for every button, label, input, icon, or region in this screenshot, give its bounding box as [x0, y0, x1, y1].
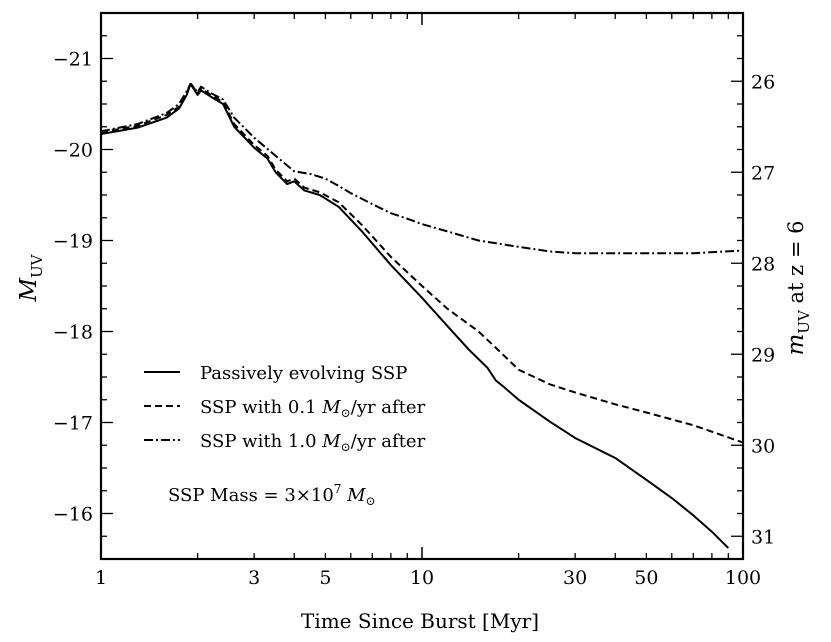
- y-axis-left-title: MUV: [16, 253, 46, 302]
- legend-label-dashed: SSP with 0.1 M⊙/yr after: [200, 397, 426, 420]
- legend: Passively evolving SSP SSP with 0.1 M⊙/y…: [144, 363, 426, 454]
- x-tick-label: 5: [319, 567, 331, 589]
- y-right-tick-label: 27: [751, 162, 775, 184]
- plot-frame: [99, 11, 745, 561]
- y-right-tick-label: 29: [751, 344, 775, 366]
- y-left-base: M: [16, 277, 42, 303]
- x-axis-title: Time Since Burst [Myr]: [301, 609, 539, 633]
- legend-label-dashdot: SSP with 1.0 M⊙/yr after: [200, 431, 426, 454]
- legend-dashed-post: /yr after: [351, 397, 426, 418]
- legend-dashed-sub: ⊙: [341, 406, 351, 420]
- y-right-tick-label: 30: [751, 435, 775, 457]
- x-tick-label: 100: [725, 567, 761, 589]
- legend-label-solid: Passively evolving SSP: [200, 363, 407, 384]
- y-left-tick-label: −16: [53, 504, 93, 526]
- annot-sup: 7: [334, 482, 342, 496]
- y-right-suffix-text: at z = 6: [784, 221, 808, 304]
- series-line-dashdot: [101, 82, 743, 255]
- legend-dashed-pre: SSP with 0.1: [200, 397, 322, 418]
- y-axis-right-title: mUV at z = 6: [783, 221, 813, 356]
- x-tick-label: 50: [634, 567, 658, 589]
- annot-sub: ⊙: [366, 494, 376, 508]
- y-right-sub: UV: [795, 309, 813, 334]
- y-left-tick-label: −19: [53, 231, 93, 253]
- series-layer: [101, 82, 743, 549]
- legend-dashdot-post: /yr after: [351, 431, 426, 452]
- y-right-base: m: [783, 334, 809, 356]
- y-right-tick-label: 31: [751, 526, 775, 548]
- y-left-tick-label: −20: [53, 140, 93, 162]
- legend-dashdot-mid: M: [321, 431, 341, 452]
- x-tick-label: 3: [248, 567, 260, 589]
- ssp-mass-annotation: SSP Mass = 3×107 M⊙: [168, 482, 376, 508]
- annot-pre: SSP Mass = 3×10: [168, 485, 334, 506]
- legend-dashdot-sub: ⊙: [341, 440, 351, 454]
- y-left-tick-label: −21: [53, 49, 93, 71]
- y-right-tick-label: 26: [751, 71, 775, 93]
- x-tick-label: 1: [95, 567, 107, 589]
- y-left-sub: UV: [28, 253, 46, 278]
- x-tick-label: 10: [410, 567, 434, 589]
- y-right-suffix: at z = 6: [784, 221, 808, 311]
- series-line-solid: [101, 82, 730, 549]
- legend-dashed-mid: M: [321, 397, 341, 418]
- tick-labels: 1 3 5 10 30 50 100 −21 −20 −19 −18 −17 −16 26 27 28 29 30…: [53, 49, 775, 590]
- annot-mid: M: [341, 485, 366, 506]
- y-left-tick-label: −18: [53, 322, 93, 344]
- legend-dashdot-pre: SSP with 1.0: [200, 431, 322, 452]
- series-line-dashed: [101, 82, 743, 444]
- x-tick-label: 30: [563, 567, 587, 589]
- y-left-tick-label: −17: [53, 413, 93, 435]
- y-right-tick-label: 28: [751, 253, 775, 275]
